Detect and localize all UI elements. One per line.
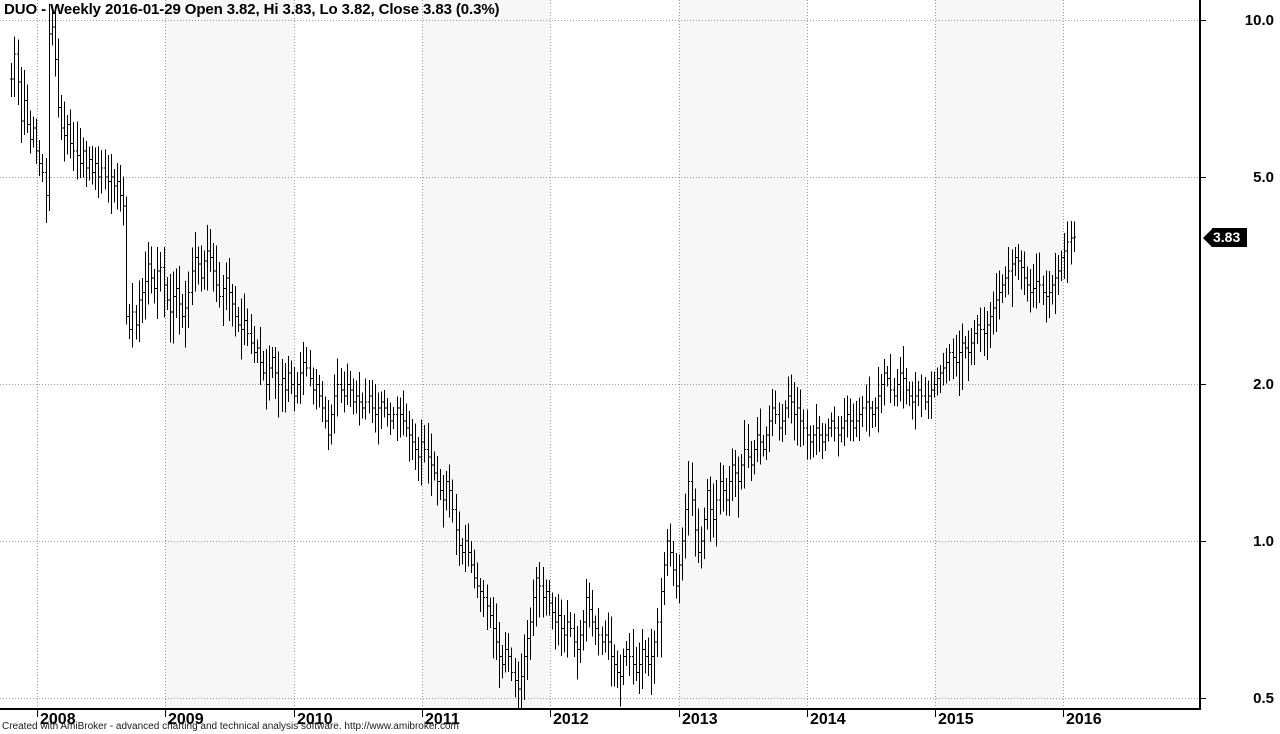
x-tick-label-2016: 2016	[1066, 711, 1102, 728]
vertical-gridline-2010	[294, 0, 295, 708]
y-tick-label-1.0: 1.0	[1253, 533, 1274, 550]
x-tick-label-2011: 2011	[425, 711, 460, 728]
y-tick-mark-2.0	[1199, 384, 1206, 385]
y-tick-mark-10.0	[1199, 20, 1206, 21]
chart-plot-area[interactable]	[0, 0, 1199, 708]
horizontal-gridline-1.0	[0, 541, 1199, 542]
x-axis-line	[0, 708, 1199, 710]
x-tick-label-2012: 2012	[553, 711, 589, 728]
page-title: DUO - Weekly 2016-01-29 Open 3.82, Hi 3.…	[4, 1, 500, 18]
y-tick-label-10.0: 10.0	[1244, 12, 1274, 29]
x-tick-mark-2014	[807, 710, 808, 717]
x-tick-mark-2016	[1063, 710, 1064, 717]
x-tick-mark-2012	[550, 710, 551, 717]
vertical-gridline-2014	[807, 0, 808, 708]
y-tick-mark-0.5	[1199, 698, 1206, 699]
year-band-2011	[421, 0, 551, 708]
y-axis-line	[1199, 0, 1201, 710]
y-axis[interactable]: 10.0 5.0 2.0 1.0 0.5	[1199, 0, 1280, 708]
y-tick-label-0.5: 0.5	[1253, 690, 1274, 707]
x-tick-mark-2015	[935, 710, 936, 717]
x-tick-mark-2011	[422, 710, 423, 717]
x-tick-label-2015: 2015	[938, 711, 974, 728]
vertical-gridline-2015	[935, 0, 936, 708]
horizontal-gridline-5.0	[0, 177, 1199, 178]
x-tick-label-2013: 2013	[682, 711, 718, 728]
y-tick-mark-1.0	[1199, 541, 1206, 542]
year-band-2013	[678, 0, 807, 708]
y-tick-label-2.0: 2.0	[1253, 376, 1274, 393]
horizontal-gridline-2.0	[0, 384, 1199, 385]
x-tick-mark-2010	[294, 710, 295, 717]
horizontal-gridline-0.5	[0, 698, 1199, 699]
x-tick-label-2009: 2009	[168, 711, 204, 728]
price-series-ohlc	[10, 4, 1076, 708]
x-tick-label-2010: 2010	[297, 711, 333, 728]
last-price-value: 3.83	[1212, 228, 1248, 247]
vertical-gridline-2011	[422, 0, 423, 708]
x-axis[interactable]: 2008 2009 2010 2011 2012 2013 2014 2015 2016	[0, 710, 1199, 734]
x-tick-label-2008: 2008	[40, 711, 76, 728]
vertical-gridline-2013	[679, 0, 680, 708]
horizontal-gridline-10.0	[0, 20, 1199, 21]
y-tick-mark-5.0	[1199, 177, 1206, 178]
last-price-badge: 3.83	[1203, 228, 1248, 247]
badge-arrow-icon	[1203, 228, 1212, 247]
x-tick-label-2014: 2014	[810, 711, 846, 728]
vertical-gridline-2009	[165, 0, 166, 708]
x-tick-mark-2008	[37, 710, 38, 717]
vertical-gridline-2008	[37, 0, 38, 708]
vertical-gridline-2016	[1063, 0, 1064, 708]
x-tick-mark-2013	[679, 710, 680, 717]
vertical-gridline-2012	[550, 0, 551, 708]
x-tick-mark-2009	[165, 710, 166, 717]
footer-credit: Created with AmiBroker - advanced charti…	[2, 721, 459, 732]
y-tick-label-5.0: 5.0	[1253, 169, 1274, 186]
